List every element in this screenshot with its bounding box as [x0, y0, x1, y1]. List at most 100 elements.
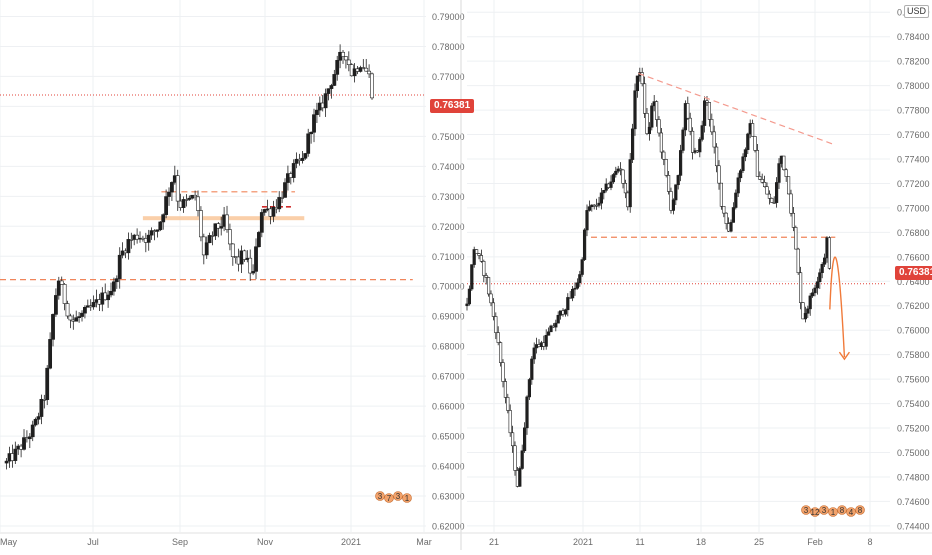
left-candles [4, 44, 374, 470]
candle-body [546, 331, 551, 336]
candle-body [570, 288, 575, 299]
candle-body [640, 72, 644, 85]
candle-body [161, 214, 166, 223]
candle-body [114, 278, 119, 283]
candle-body [4, 460, 9, 464]
left-current-price-tag: 0.76381 [430, 99, 475, 113]
candle-body [635, 75, 639, 92]
y-tick-label: 0.79000 [432, 12, 465, 22]
left-chart-panel[interactable]: 0.790000.780000.770000.760000.750000.740… [0, 0, 465, 547]
right-event-markers: 3 12 3 1 8 4 8 [801, 505, 865, 517]
y-tick-label: 0.72000 [432, 222, 465, 232]
right-chart-panel[interactable]: 0.786000.784000.782000.780000.778000.776… [465, 0, 930, 547]
candle-body [117, 254, 122, 279]
event-marker-label: 1 [405, 494, 410, 503]
candle-body [51, 314, 55, 340]
candle-body [213, 223, 218, 237]
candle-body [808, 295, 812, 310]
candle-body [698, 139, 702, 153]
candle-body [77, 316, 82, 318]
candle-body [734, 192, 738, 208]
event-marker-icon [846, 507, 856, 517]
candle-body [786, 176, 791, 195]
candle-body [254, 246, 258, 272]
currency-button[interactable]: USD [904, 5, 930, 18]
candle-body [187, 197, 192, 200]
candle-body [22, 437, 26, 450]
event-marker-icon [828, 507, 838, 517]
candle-body [549, 325, 553, 333]
candle-body [753, 136, 757, 151]
event-marker-label: 8 [858, 506, 863, 515]
y-tick-label: 0.75400 [897, 399, 930, 409]
y-tick-label: 0.75600 [897, 375, 930, 385]
candle-body [645, 113, 649, 134]
candle-body [609, 181, 613, 188]
candle-body [822, 257, 827, 265]
candle-body [746, 133, 750, 150]
candle-body [705, 100, 709, 103]
candle-body [262, 209, 267, 213]
candle-body [765, 186, 769, 195]
y-tick-label: 0.77800 [897, 106, 930, 116]
candle-body [686, 103, 690, 119]
candle-body [815, 281, 819, 289]
event-marker-icon [801, 505, 811, 515]
candle-body [54, 295, 58, 315]
event-marker-label: 3 [378, 492, 383, 501]
event-marker-icon [810, 507, 820, 517]
candle-body [573, 287, 577, 290]
y-tick-label: 0.63000 [432, 492, 465, 502]
candle-body [662, 151, 666, 160]
candle-body [477, 253, 481, 256]
candle-body [486, 277, 491, 295]
candle-body [364, 67, 369, 72]
candle-body [135, 234, 140, 240]
x-tick-label: Feb [807, 537, 823, 547]
candle-body [346, 59, 351, 65]
left-levels [0, 94, 426, 281]
candle-body [729, 222, 733, 232]
candle-body [599, 192, 603, 204]
candle-body [798, 272, 803, 303]
x-tick-label: Mar [416, 537, 432, 547]
candle-body [45, 367, 50, 400]
candle-body [91, 302, 96, 308]
candle-body [647, 126, 651, 134]
candle-body [181, 199, 186, 208]
y-tick-label: 0.78000 [432, 42, 465, 52]
y-tick-label: 0.64000 [432, 462, 465, 472]
event-marker-icon [393, 491, 403, 501]
candle-body [582, 229, 587, 260]
candle-body [806, 308, 810, 314]
descending-trendline [638, 72, 834, 145]
candle-body [491, 302, 496, 317]
event-marker-label: 7 [387, 494, 392, 503]
candle-body [676, 175, 680, 186]
candle-body [207, 235, 212, 244]
candle-body [580, 259, 584, 275]
candle-body [777, 163, 781, 183]
event-marker-icon [837, 505, 847, 515]
candle-body [664, 159, 668, 176]
candle-body [525, 396, 529, 429]
candle-body [474, 249, 479, 254]
candle-body [472, 249, 476, 265]
event-marker-label: 1 [831, 508, 836, 517]
candle-body [770, 198, 774, 203]
candle-body [300, 157, 305, 161]
y-tick-label: 0.77200 [897, 179, 930, 189]
x-tick-label: 25 [754, 537, 764, 547]
candle-body [248, 257, 253, 274]
candle-body [329, 85, 334, 89]
candle-body [594, 204, 599, 207]
y-tick-label: 0.75200 [897, 424, 930, 434]
candle-body [702, 100, 707, 126]
candle-body [80, 312, 84, 317]
candle-body [74, 317, 79, 322]
candle-body [791, 212, 795, 228]
y-tick-label: 0.74000 [432, 162, 465, 172]
candle-body [585, 210, 589, 231]
event-marker-label: 3 [822, 506, 827, 515]
